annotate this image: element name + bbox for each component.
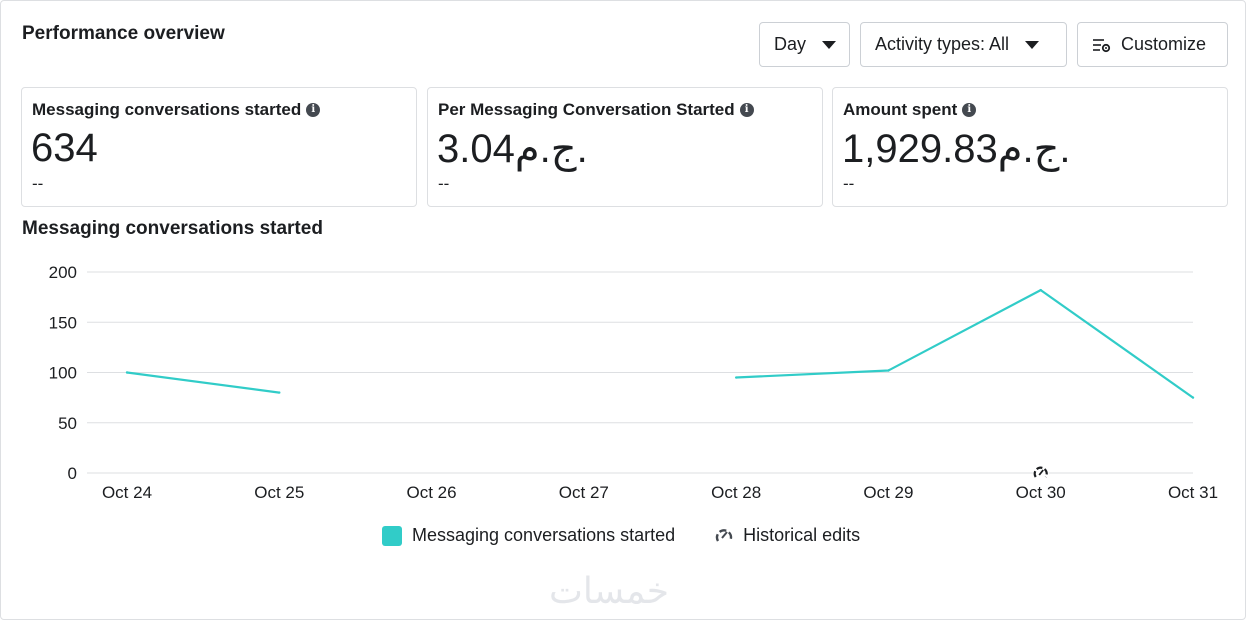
info-icon[interactable]: i <box>962 103 977 117</box>
metric-label: Messaging conversations started <box>32 100 302 119</box>
caret-down-icon <box>822 40 837 49</box>
x-tick-label: Oct 29 <box>863 483 913 502</box>
y-tick-label: 100 <box>49 364 77 383</box>
data-point <box>1039 288 1042 292</box>
page-title: Performance overview <box>22 23 225 44</box>
x-tick-label: Oct 28 <box>711 483 761 502</box>
activity-types-label: Activity types: All <box>875 34 1010 54</box>
x-tick-label: Oct 25 <box>254 483 304 502</box>
day-dropdown[interactable]: Day <box>759 22 850 67</box>
series-line <box>126 371 280 394</box>
legend-swatch <box>382 525 402 546</box>
legend-series-label: Messaging conversations started <box>412 525 676 545</box>
metric-card-amount-spent: Amount spent i 1,929.83ج.م. -- <box>832 87 1228 207</box>
legend-item-historical-edits[interactable]: Historical edits <box>713 525 860 546</box>
metric-value: 634 <box>31 126 98 170</box>
chart-legend: Messaging conversations started Historic… <box>382 525 860 546</box>
metric-comparison: -- <box>843 174 855 193</box>
x-tick-label: Oct 30 <box>1016 483 1066 502</box>
legend-item-series[interactable]: Messaging conversations started <box>382 525 675 546</box>
y-tick-label: 200 <box>49 263 77 282</box>
metric-value: 1,929.83ج.م. <box>842 127 1071 171</box>
line-chart: 0 50 100 150 200 Oct 24 Oct 25 Oct 26 Oct 27 Oct … <box>49 263 1218 502</box>
activity-types-dropdown[interactable]: Activity types: All <box>860 22 1067 67</box>
series-line <box>736 288 1194 399</box>
x-tick-label: Oct 24 <box>102 483 152 502</box>
data-point <box>278 391 281 394</box>
historical-edits-icon <box>715 528 733 542</box>
sliders-gear-icon <box>1093 38 1111 52</box>
legend-edits-label: Historical edits <box>743 525 861 545</box>
watermark-logo: خمسات <box>549 571 670 612</box>
metric-label: Amount spent <box>843 100 958 119</box>
info-icon[interactable]: i <box>306 103 321 117</box>
caret-down-icon <box>1025 40 1040 49</box>
data-point <box>125 371 129 374</box>
metric-label: Per Messaging Conversation Started <box>438 100 735 119</box>
x-tick-label: Oct 31 <box>1168 483 1218 502</box>
chart-title: Messaging conversations started <box>22 218 323 239</box>
customize-button[interactable]: Customize <box>1077 22 1228 67</box>
y-tick-label: 50 <box>58 414 77 433</box>
metric-comparison: -- <box>438 174 450 193</box>
x-tick-label: Oct 26 <box>407 483 457 502</box>
metric-card-cost-per-conversation: Per Messaging Conversation Started i 3.0… <box>427 87 823 207</box>
metric-card-conversations: Messaging conversations started i 634 -- <box>21 87 417 207</box>
historical-edit-marker[interactable] <box>1032 465 1049 481</box>
y-tick-label: 150 <box>49 313 77 332</box>
data-point <box>887 369 890 372</box>
data-point <box>734 376 738 379</box>
y-tick-label: 0 <box>68 464 77 483</box>
day-dropdown-label: Day <box>774 34 807 54</box>
metric-comparison: -- <box>32 174 44 193</box>
x-tick-label: Oct 27 <box>559 483 609 502</box>
info-icon[interactable]: i <box>739 103 754 117</box>
metric-value: 3.04ج.م. <box>437 127 588 171</box>
customize-label: Customize <box>1121 34 1207 54</box>
data-point <box>1191 396 1195 399</box>
